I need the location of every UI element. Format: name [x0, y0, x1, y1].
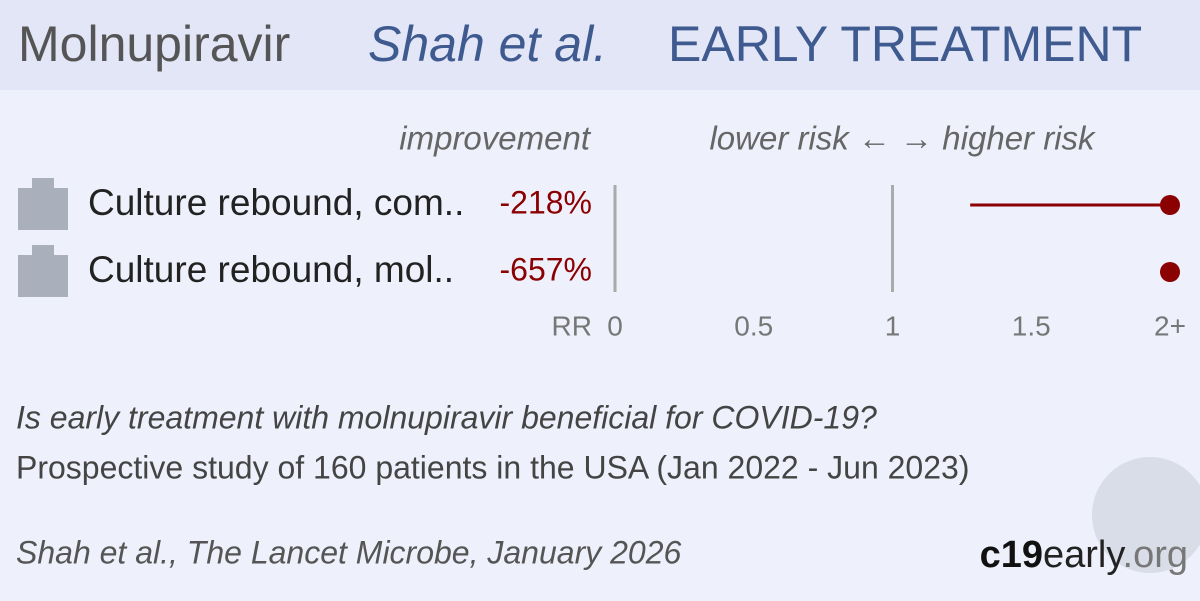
brand-part: c19 — [980, 534, 1043, 576]
brand: c19early.org — [980, 534, 1188, 576]
x-tick-label: 0 — [607, 310, 623, 341]
x-tick-label: 2+ — [1154, 310, 1186, 341]
title-band — [0, 0, 1200, 90]
title-study: Shah et al. — [368, 16, 607, 72]
title-drug: Molnupiravir — [18, 16, 290, 72]
risk-ratio-point — [1160, 195, 1180, 215]
hospital-icon — [18, 245, 68, 297]
improvement-label: -218% — [500, 184, 593, 220]
description: Prospective study of 160 patients in the… — [16, 449, 969, 485]
x-tick-label: 0.5 — [734, 310, 773, 341]
outcome-label: Culture rebound, mol.. — [88, 249, 454, 290]
brand-part: .org — [1123, 534, 1188, 576]
virus-decoration — [1092, 457, 1200, 573]
citation: Shah et al., The Lancet Microbe, January… — [16, 534, 682, 570]
title-stage: EARLY TREATMENT — [668, 16, 1142, 72]
improvement-label: -657% — [500, 251, 593, 287]
improvement-header: improvement — [399, 120, 592, 157]
hospital-icon — [18, 178, 68, 230]
outcome-label: Culture rebound, com.. — [88, 182, 464, 223]
brand-part: early — [1043, 534, 1125, 576]
question: Is early treatment with molnupiravir ben… — [16, 399, 877, 435]
x-axis-label: RR — [552, 310, 592, 341]
x-tick-label: 1 — [885, 310, 901, 341]
risk-ratio-point — [1160, 262, 1180, 282]
x-tick-label: 1.5 — [1012, 310, 1051, 341]
direction-header: lower risk ← → higher risk — [709, 120, 1096, 157]
